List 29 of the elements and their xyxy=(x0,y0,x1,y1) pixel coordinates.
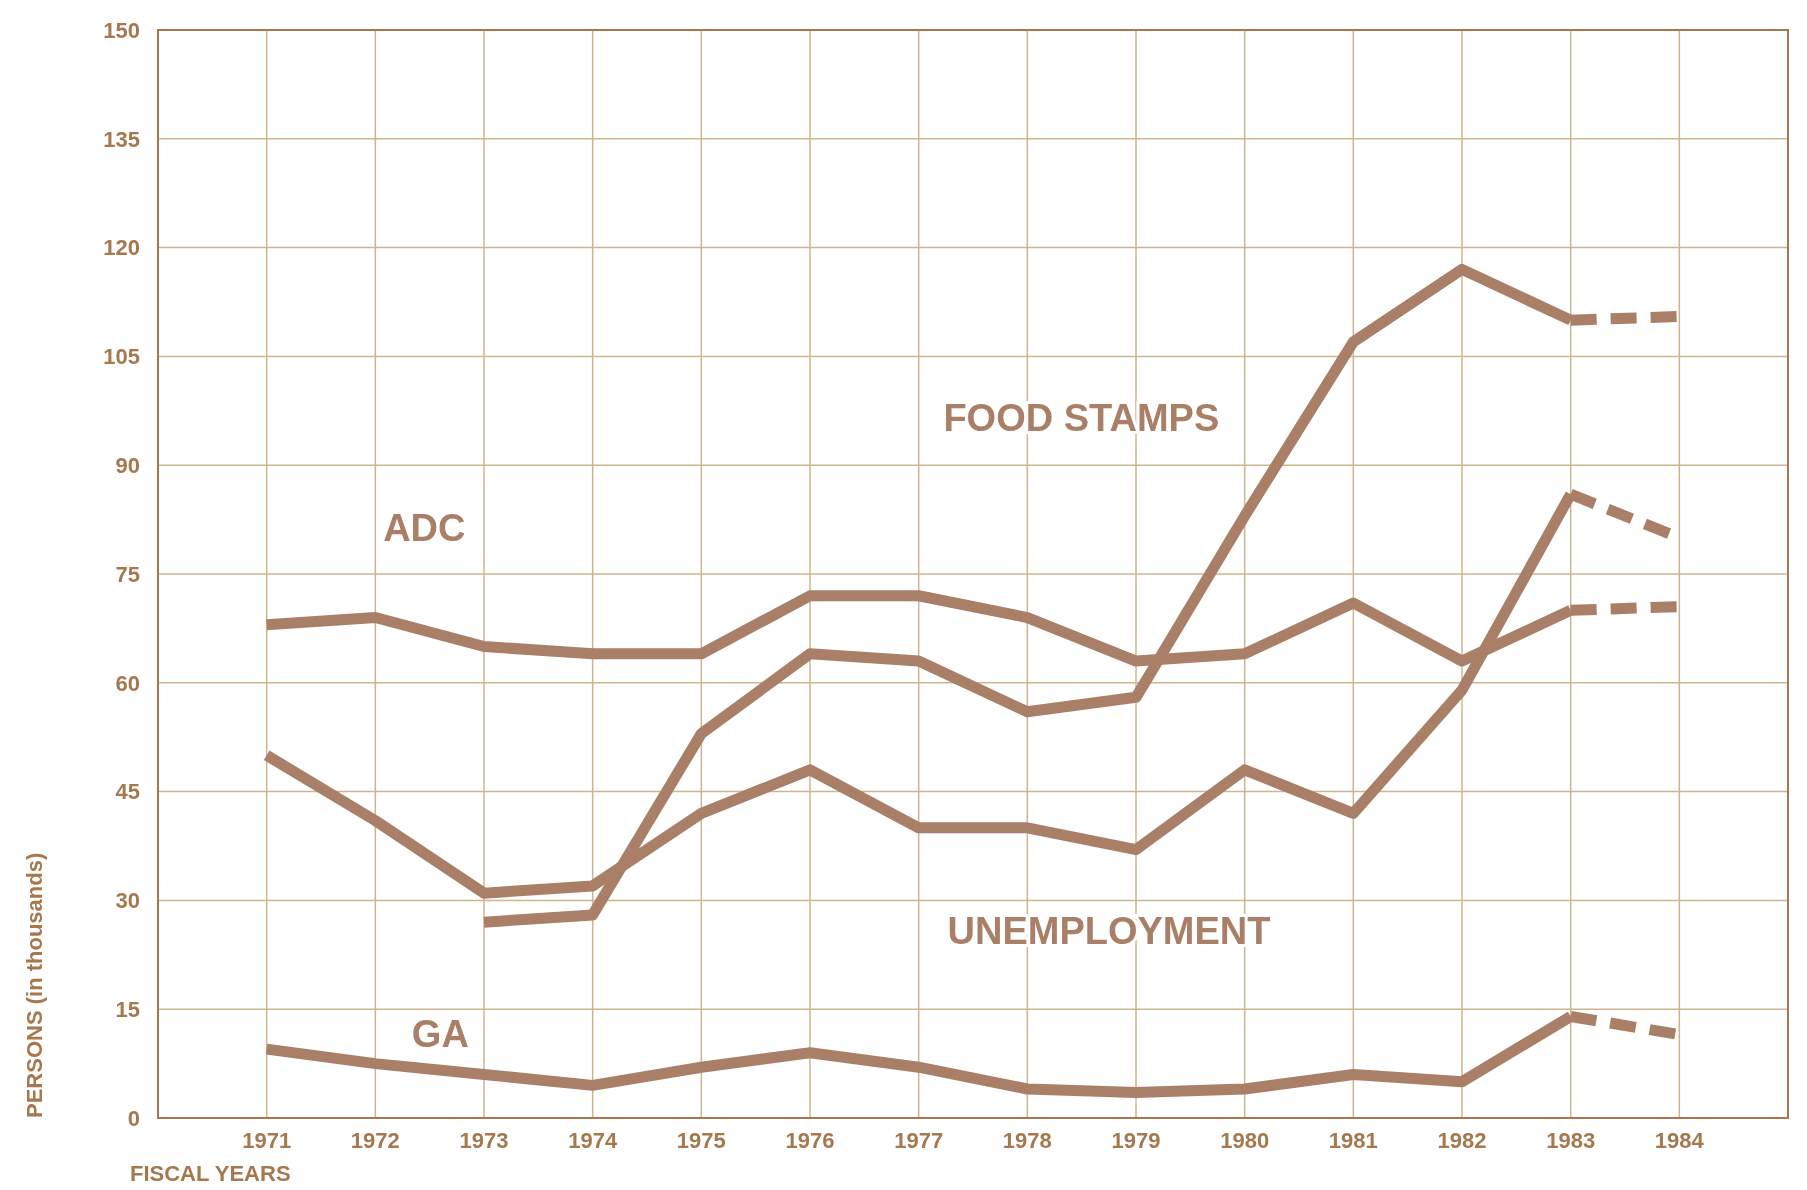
series-label: GA xyxy=(411,1012,469,1055)
y-tick-label: 90 xyxy=(115,452,140,478)
y-axis-title: PERSONS (in thousands) xyxy=(22,852,47,1118)
series-label: ADC xyxy=(383,506,466,549)
x-tick-label: 1977 xyxy=(894,1128,944,1153)
x-tick-label: 1973 xyxy=(459,1128,509,1153)
x-tick-label: 1978 xyxy=(1002,1128,1052,1153)
y-tick-label: 15 xyxy=(115,996,140,1022)
x-tick-label: 1984 xyxy=(1654,1128,1705,1153)
x-tick-label: 1976 xyxy=(785,1128,835,1153)
y-tick-label: 30 xyxy=(115,888,140,914)
x-tick-label: 1971 xyxy=(242,1128,292,1153)
x-tick-label: 1979 xyxy=(1111,1128,1161,1153)
y-tick-label: 105 xyxy=(103,344,140,370)
y-tick-label: 0 xyxy=(127,1105,140,1131)
x-tick-label: 1974 xyxy=(568,1128,618,1153)
x-tick-label: 1983 xyxy=(1546,1128,1596,1153)
x-tick-label: 1982 xyxy=(1437,1128,1487,1153)
x-tick-label: 1972 xyxy=(350,1128,400,1153)
x-tick-label: 1981 xyxy=(1328,1128,1378,1153)
y-tick-label: 120 xyxy=(103,235,140,261)
y-tick-label: 150 xyxy=(103,17,140,43)
x-axis-title: FISCAL YEARS xyxy=(130,1161,291,1186)
x-tick-label: 1980 xyxy=(1220,1128,1270,1153)
x-tick-label: 1975 xyxy=(676,1128,726,1153)
y-tick-label: 135 xyxy=(103,126,140,152)
y-tick-label: 60 xyxy=(115,670,140,696)
y-tick-label: 75 xyxy=(115,561,140,587)
y-tick-label: 45 xyxy=(115,779,140,805)
